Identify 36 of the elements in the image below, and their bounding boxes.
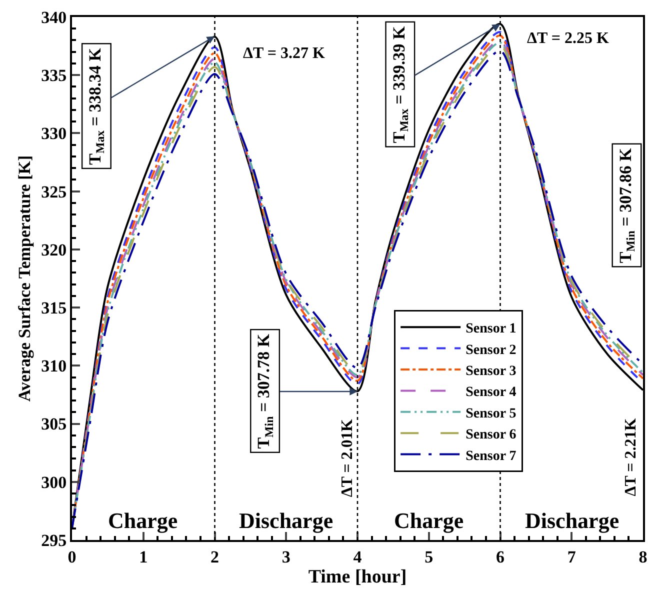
y-tick-label: 300 <box>41 472 67 492</box>
y-tick-label: 310 <box>41 356 67 376</box>
legend-label: Sensor 5 <box>466 406 516 422</box>
x-tick-label: 5 <box>424 547 434 566</box>
x-axis-title: Time [hour] <box>308 566 407 588</box>
annotation: Charge <box>394 508 464 533</box>
x-tick-label: 6 <box>496 547 504 566</box>
legend-label: Sensor 1 <box>466 322 516 337</box>
legend-label: Sensor 7 <box>466 448 516 464</box>
legend-label: Sensor 6 <box>466 428 516 443</box>
x-tick-label: 4 <box>353 547 362 566</box>
x-tick-label: 8 <box>638 547 648 566</box>
annotation: ΔT = 3.27 K <box>243 45 326 62</box>
y-tick-label: 335 <box>41 66 67 86</box>
x-tick-label: 7 <box>567 547 576 566</box>
y-tick-label: 330 <box>41 124 67 144</box>
annotation: Discharge <box>239 508 334 533</box>
legend-label: Sensor 2 <box>466 342 516 358</box>
legend-label: Sensor 3 <box>466 364 516 379</box>
annotation: ΔT = 2.21K <box>622 418 640 496</box>
y-tick-label: 295 <box>41 530 67 550</box>
legend-label: Sensor 4 <box>466 385 516 400</box>
y-tick-label: 320 <box>41 240 67 260</box>
y-tick-label: 305 <box>41 414 67 434</box>
x-tick-label: 1 <box>139 547 148 566</box>
y-tick-label: 340 <box>41 8 67 27</box>
annotation: Charge <box>108 508 178 533</box>
annotation: ΔT = 2.01K <box>338 418 356 498</box>
x-tick-label: 0 <box>68 547 76 566</box>
y-tick-label: 315 <box>41 298 67 318</box>
x-tick-label: 3 <box>282 547 290 566</box>
annotation: Discharge <box>525 508 620 533</box>
annotation: ΔT = 2.25 K <box>527 30 610 47</box>
y-axis-title: Average Surface Temperature [K] <box>15 155 34 402</box>
x-tick-label: 2 <box>210 547 219 566</box>
y-tick-label: 325 <box>41 182 67 202</box>
